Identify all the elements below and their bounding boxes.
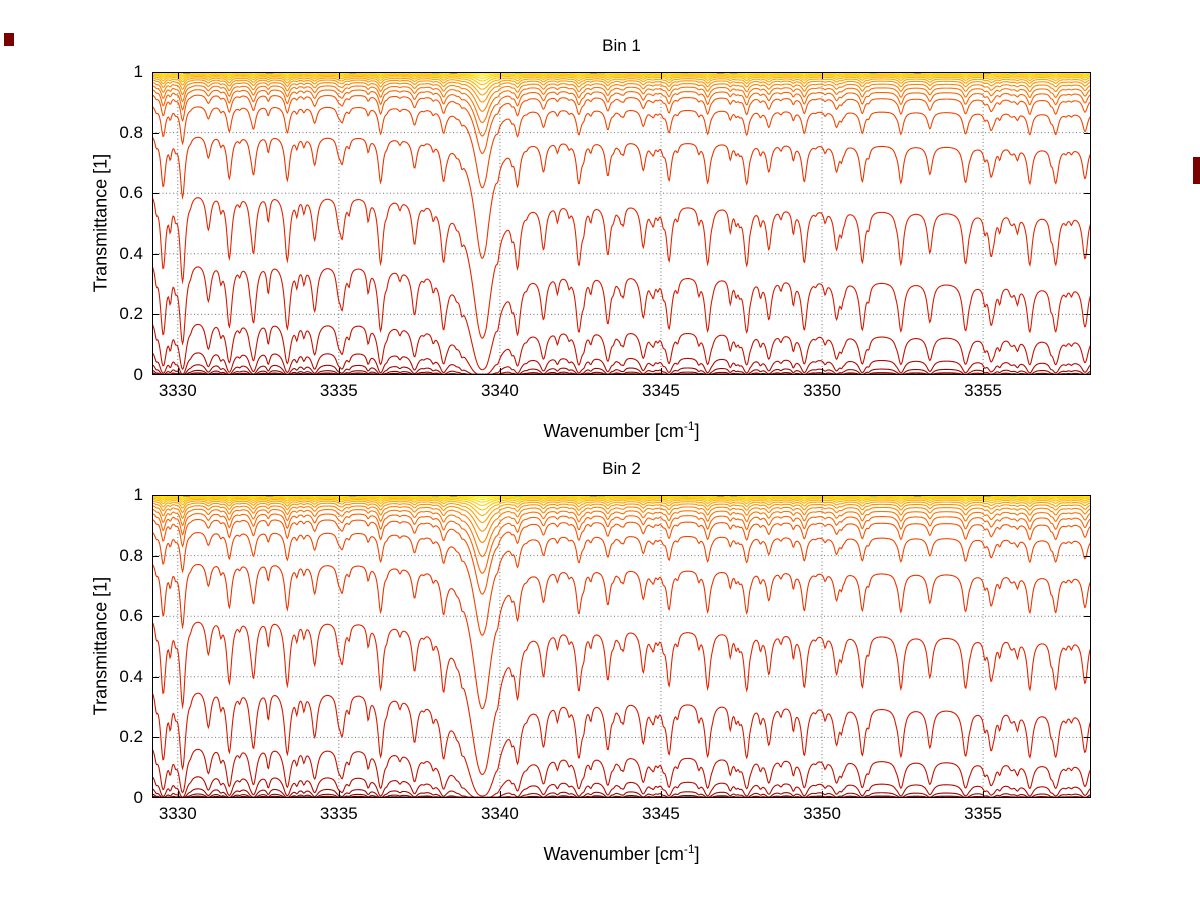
plot1-canvas [152,72,1091,375]
x-tick-label: 3350 [803,804,841,823]
x-tick-label: 3345 [642,381,680,400]
y-tick-label: 0.4 [119,243,143,263]
x-tick-label: 3340 [480,804,519,823]
plot2-canvas [152,495,1091,798]
xlabel-text: Wavenumber [cm [543,844,684,864]
x-tick-label: 3355 [964,381,1002,400]
xlabel-bracket: ] [694,421,700,441]
y-tick-label: 0.4 [119,666,143,686]
x-tick-label: 3335 [319,804,358,823]
plot2-y-axis-label: Transmittance [1] [90,576,111,716]
y-tick-label: 0 [133,365,143,384]
x-tick-label: 3330 [158,804,197,823]
y-tick-label: 0 [133,788,143,807]
y-tick-label: 0.8 [119,545,143,565]
edge-artifact-mark [1193,157,1200,184]
y-tick-label: 0.2 [119,727,143,747]
plot1-title: Bin 1 [602,36,641,55]
xlabel-text: Wavenumber [cm [543,421,684,441]
window-artifact-mark [4,33,14,46]
x-tick-label: 3345 [642,804,680,823]
y-tick-label: 0.2 [119,304,143,324]
plot2-title: Bin 2 [602,459,641,478]
x-tick-label: 3330 [158,381,197,400]
plot1-x-axis-label: Wavenumber [cm-1] [152,419,1091,442]
y-tick-label: 0.6 [119,606,143,626]
y-tick-label: 0.6 [119,183,143,203]
y-tick-label: 1 [133,485,143,504]
x-tick-label: 3340 [480,381,519,400]
x-tick-label: 3350 [803,381,841,400]
xlabel-superscript: -1 [683,419,695,433]
y-tick-label: 1 [133,62,143,81]
x-tick-label: 3355 [964,804,1002,823]
plot1-y-axis-label: Transmittance [1] [90,153,111,293]
plot2-axes: 3330 3335 3340 3345 3350 3355 0 0.2 0.4 0.6 0.8 1 [119,485,1091,823]
xlabel-superscript: -1 [683,842,695,856]
plot2-x-axis-label: Wavenumber [cm-1] [152,842,1091,865]
plot1-axes: 3330 3335 3340 3345 3350 3355 0 0.2 0.4 0.6 0.8 1 [119,62,1091,400]
y-tick-label: 0.8 [119,122,143,142]
xlabel-bracket: ] [694,844,700,864]
x-tick-label: 3335 [319,381,358,400]
